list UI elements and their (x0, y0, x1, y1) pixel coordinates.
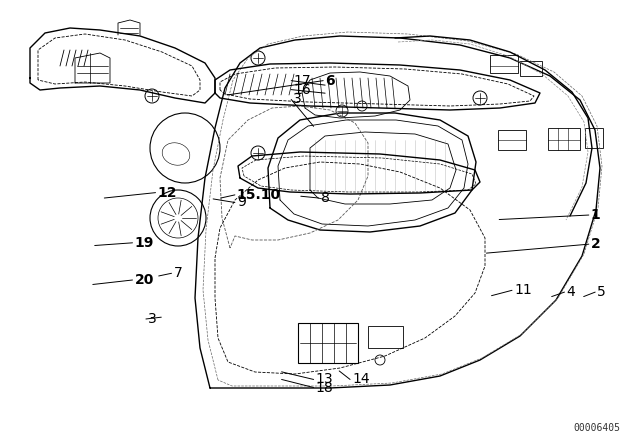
Text: 1: 1 (591, 208, 600, 222)
Text: 11: 11 (514, 283, 532, 297)
Text: 19: 19 (134, 236, 154, 250)
Text: 6: 6 (325, 73, 335, 88)
Text: 12: 12 (157, 185, 177, 200)
Text: 3: 3 (293, 92, 302, 107)
Text: 8: 8 (321, 191, 330, 205)
Text: 16: 16 (293, 82, 311, 97)
Text: 9: 9 (237, 195, 246, 210)
Text: 13: 13 (316, 372, 333, 387)
Text: 14: 14 (352, 372, 370, 387)
Text: 2: 2 (591, 237, 600, 251)
Text: 18: 18 (316, 380, 333, 395)
Text: 3: 3 (148, 312, 157, 326)
Text: 17: 17 (293, 73, 311, 88)
Text: 7: 7 (173, 266, 182, 280)
Text: 20: 20 (134, 273, 154, 287)
Text: 00006405: 00006405 (573, 423, 620, 433)
Text: 5: 5 (597, 285, 606, 299)
Text: 4: 4 (566, 285, 575, 299)
Text: 15.10: 15.10 (237, 188, 281, 202)
